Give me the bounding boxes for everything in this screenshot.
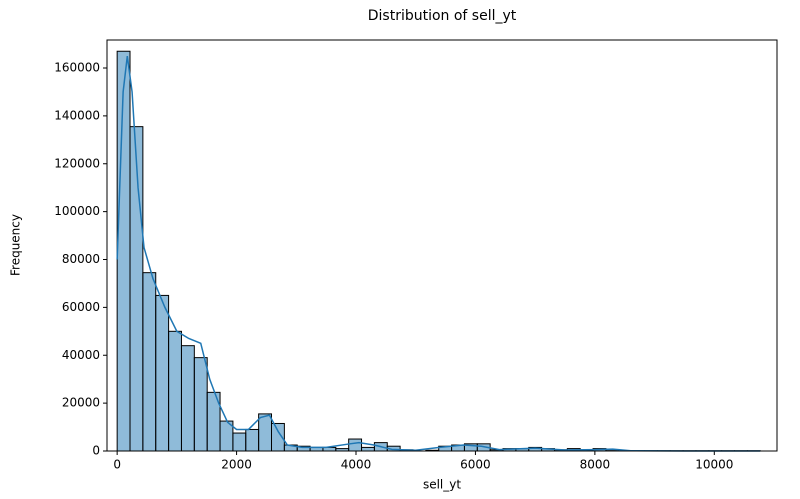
bar	[245, 428, 260, 452]
bar	[129, 126, 144, 452]
x-tick-label: 10000	[695, 458, 733, 472]
y-tick-label: 160000	[54, 61, 100, 75]
y-axis-label: Frequency	[9, 214, 23, 276]
x-tick-label: 2000	[221, 458, 252, 472]
bar	[361, 446, 375, 452]
y-tick-label: 140000	[54, 108, 100, 122]
x-tick-label: 0	[113, 458, 121, 472]
bar	[193, 357, 208, 452]
x-axis-label: sell_yt	[423, 478, 461, 492]
kde-line	[116, 55, 761, 452]
bar	[142, 272, 157, 452]
x-tick-label: 4000	[341, 458, 372, 472]
y-tick-label: 100000	[54, 204, 100, 218]
bar	[258, 413, 273, 452]
x-tick-label: 8000	[580, 458, 611, 472]
bar	[348, 438, 363, 452]
chart-title: Distribution of sell_yt	[368, 8, 517, 24]
bar	[155, 294, 170, 452]
plot-frame	[106, 39, 778, 452]
y-tick-label: 80000	[62, 252, 100, 266]
bar	[116, 50, 131, 452]
bar	[232, 432, 247, 452]
y-tick-label: 120000	[54, 156, 100, 170]
y-tick-label: 20000	[62, 396, 100, 410]
y-tick-label: 0	[92, 444, 100, 458]
x-tick-label: 6000	[460, 458, 491, 472]
bar	[180, 345, 195, 452]
bar	[168, 330, 182, 452]
y-tick-label: 40000	[62, 348, 100, 362]
y-tick-label: 60000	[62, 300, 100, 314]
